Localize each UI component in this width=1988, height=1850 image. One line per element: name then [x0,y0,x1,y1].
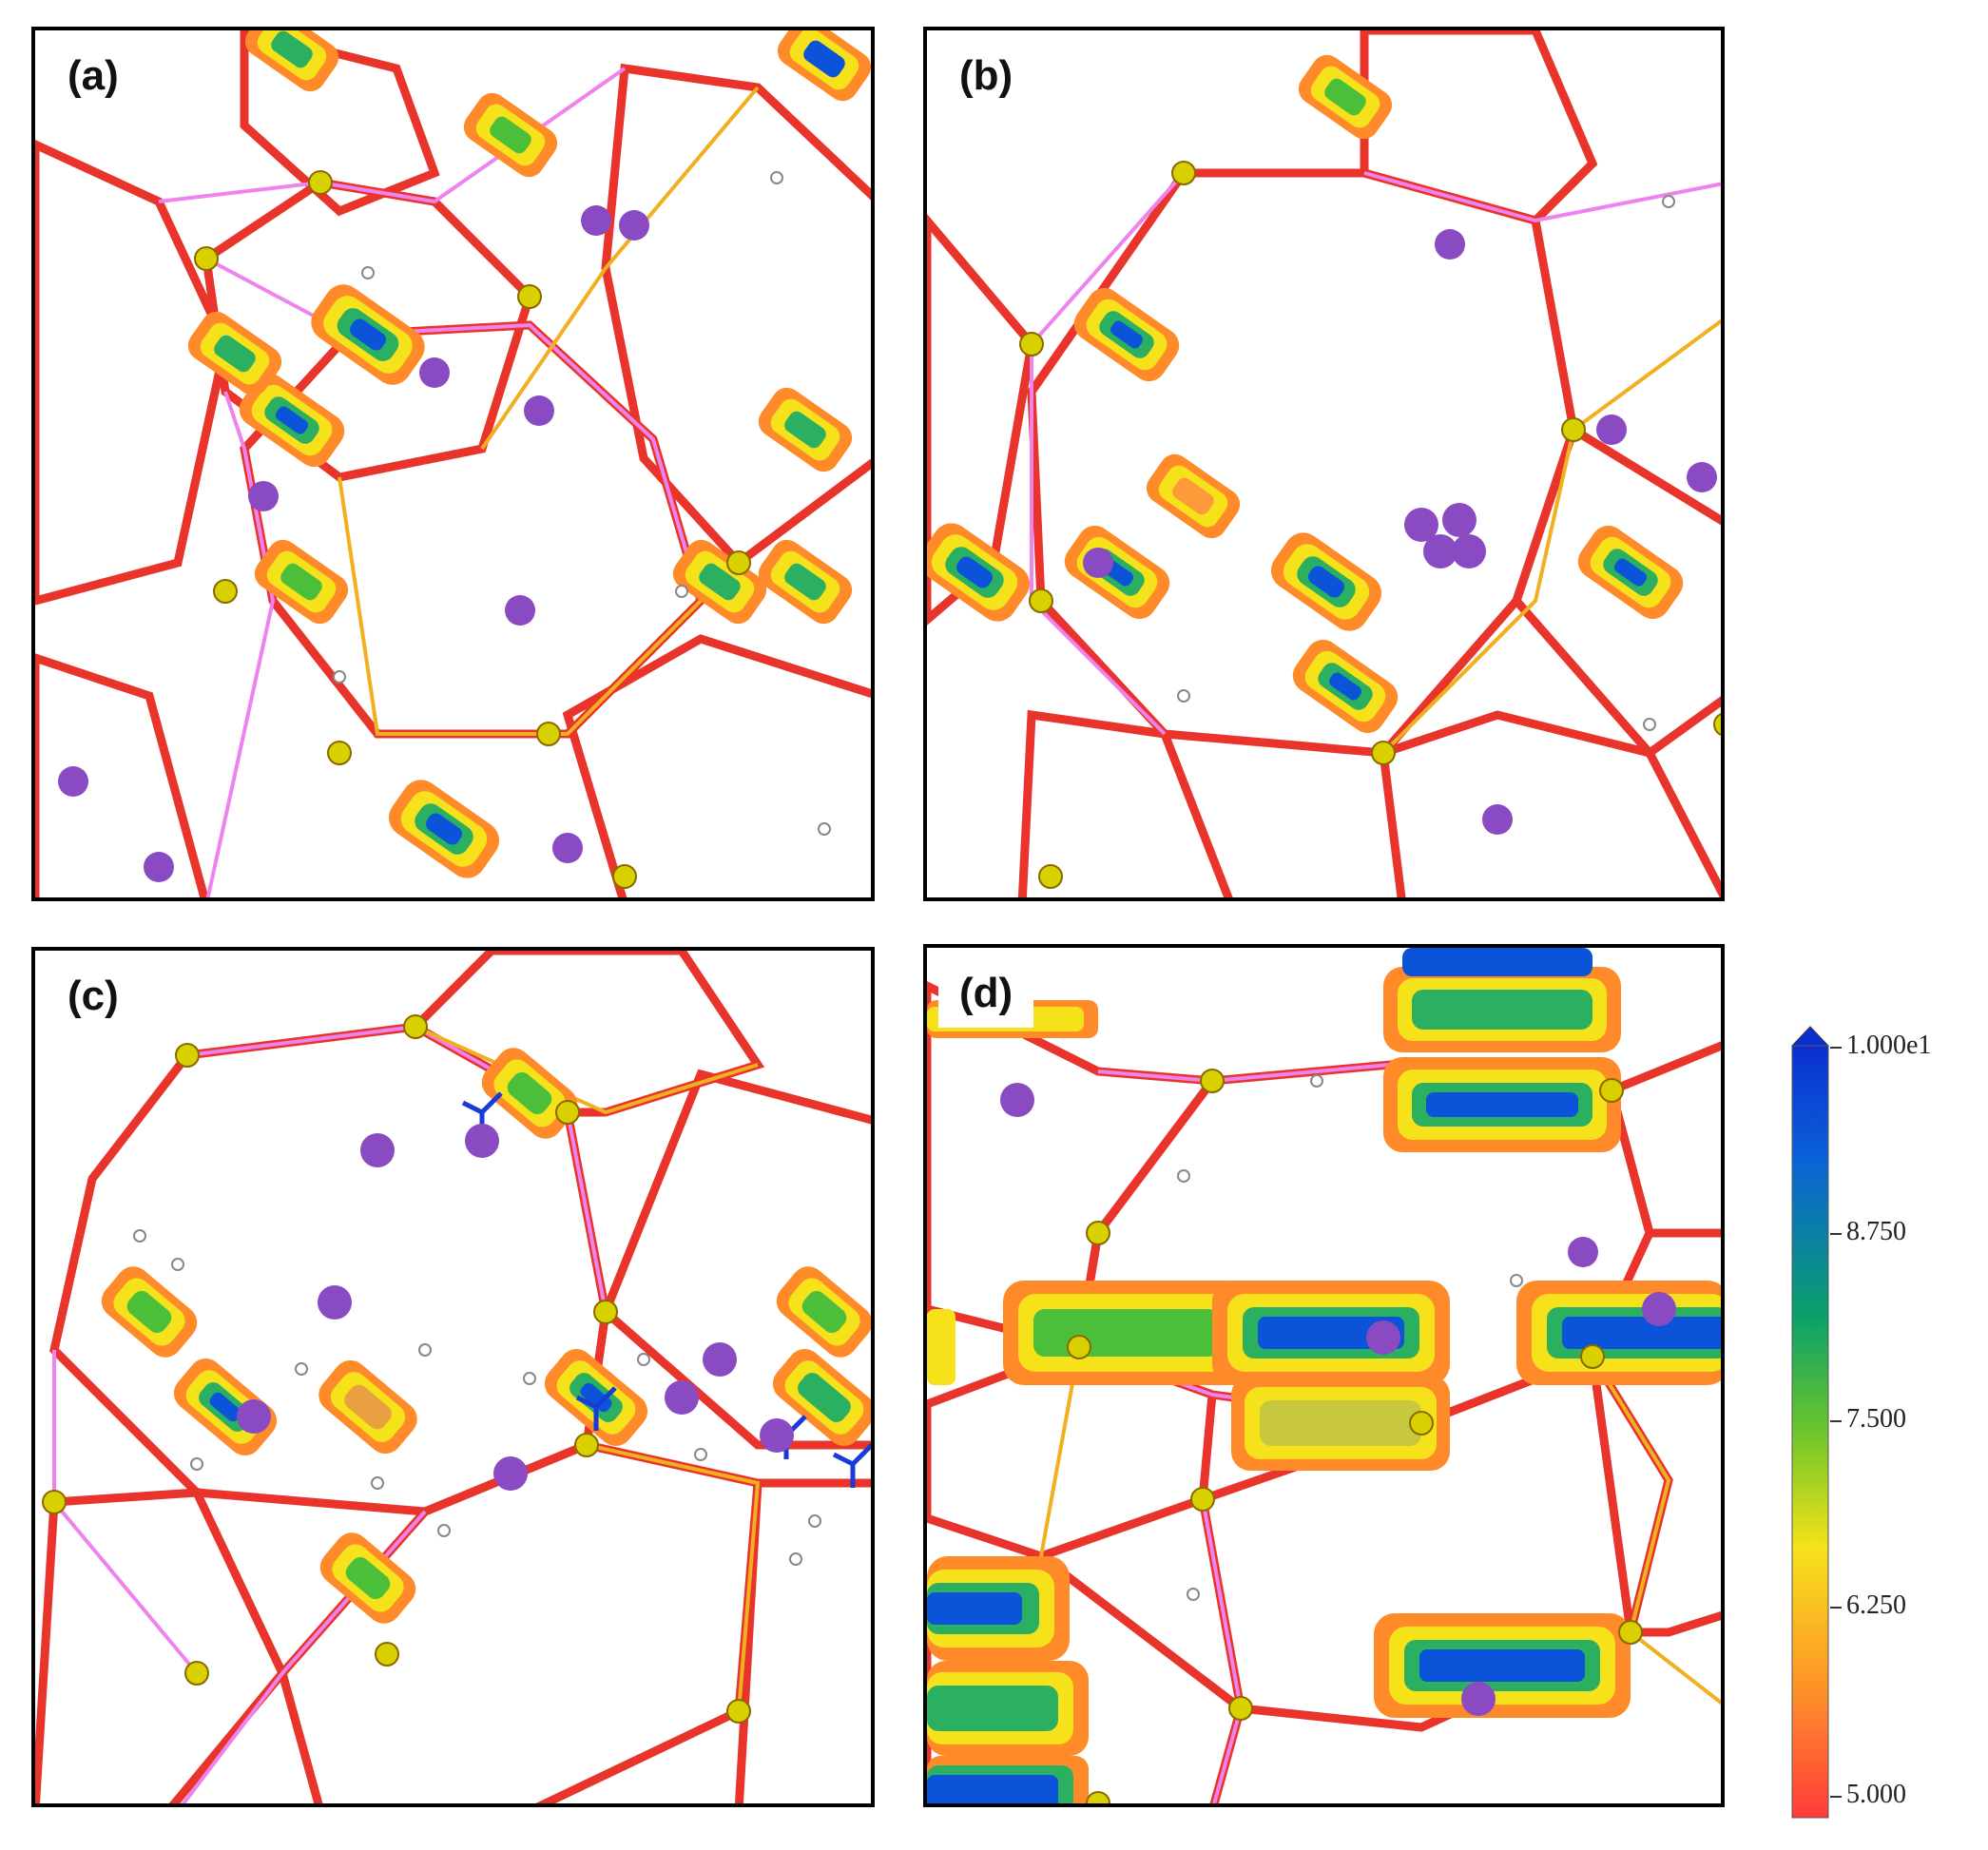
panel-a: (a) [31,27,875,901]
panel-d: (d) [923,944,1725,1807]
panel-label-d: (d) [938,959,1034,1028]
panel-c: (c) [31,947,875,1807]
colorbar-tick-label: 1.000e1 [1846,1031,1932,1060]
colorbar-tick-label: 5.000 [1846,1780,1906,1809]
colorbar-tick-mark [1830,1607,1842,1609]
structure-render-c [35,951,871,1803]
colorbar: 1.000e1 8.750 7.500 6.250 5.000 [1778,1017,1988,1835]
panel-b: (b) [923,27,1725,901]
colorbar-tick-mark [1830,1420,1842,1422]
colorbar-gradient [1790,1026,1830,1819]
colorbar-tick-mark [1830,1233,1842,1235]
structure-render-d [927,948,1721,1803]
colorbar-tick-label: 8.750 [1846,1217,1906,1246]
structure-render-a [35,30,871,897]
colorbar-arrow [1790,1026,1830,1047]
panel-label-a: (a) [47,42,140,110]
colorbar-tick-label: 7.500 [1846,1404,1906,1434]
panel-label-b: (b) [938,42,1034,110]
panel-label-c: (c) [47,962,140,1031]
colorbar-body [1791,1045,1829,1819]
colorbar-tick-mark [1830,1796,1842,1798]
colorbar-tick-mark [1830,1047,1842,1049]
structure-render-b [927,30,1721,897]
colorbar-tick-label: 6.250 [1846,1590,1906,1620]
